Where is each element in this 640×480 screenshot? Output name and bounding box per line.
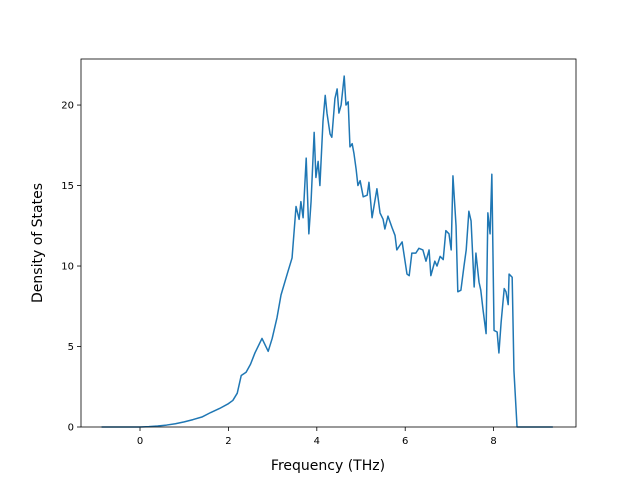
- y-tick-label: 15: [61, 181, 74, 192]
- y-tick-label: 10: [61, 262, 74, 273]
- y-tick-label: 20: [61, 101, 74, 112]
- x-tick-label: 2: [225, 436, 231, 447]
- data-line: [101, 75, 553, 428]
- x-axis-label: Frequency (THz): [271, 458, 385, 474]
- x-tick-label: 6: [402, 436, 408, 447]
- y-axis-label: Density of States: [30, 183, 46, 303]
- x-tick-label: 8: [490, 436, 496, 447]
- x-tick-label: 0: [137, 436, 143, 447]
- x-tick-label: 4: [314, 436, 320, 447]
- plot-frame: [80, 58, 577, 428]
- y-tick-label: 0: [68, 423, 74, 434]
- y-tick-label: 5: [68, 342, 74, 353]
